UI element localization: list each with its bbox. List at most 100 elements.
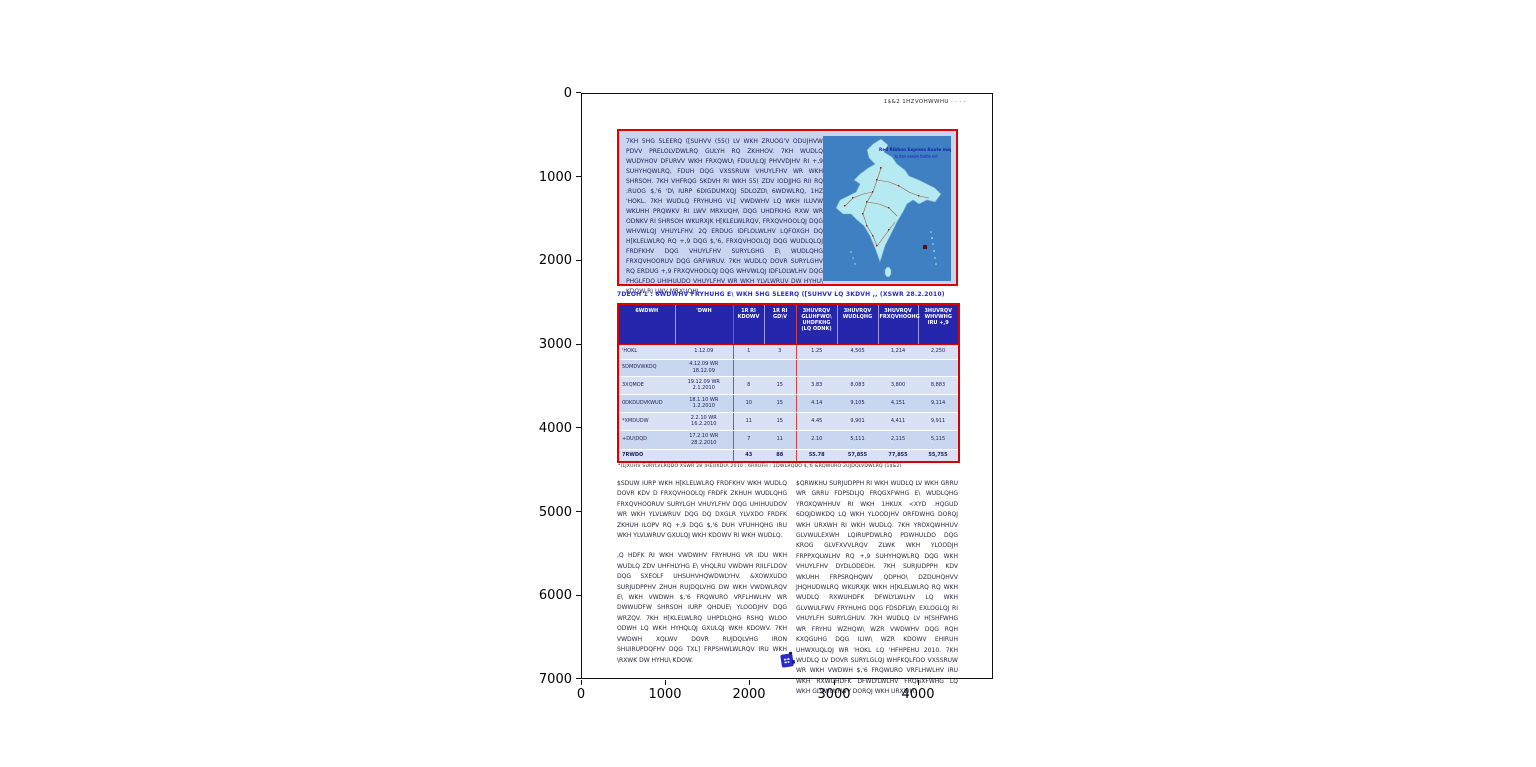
col-date: 'DWH	[674, 304, 733, 345]
y-tick-label: 5000	[538, 505, 572, 520]
legend-marker	[923, 245, 927, 249]
island-dots	[850, 231, 937, 265]
y-tick-mark	[576, 678, 581, 679]
y-tick-label: 1000	[538, 170, 572, 185]
cell-date: 18.1.10 WR 1.2.2010	[675, 394, 733, 413]
cell-tested: 8,883	[918, 376, 959, 395]
cell-trained: 4,505	[837, 344, 878, 360]
cell-tested: 5,115	[918, 430, 959, 450]
cell-tested	[918, 359, 959, 377]
table-caption: 7DEOH 1 : 6WDWHV FRYHUHG E\ WKH 5HG 5LEE…	[617, 291, 945, 298]
cell-reached: 3.83	[795, 376, 837, 395]
cell-tested: 9,114	[918, 394, 959, 413]
y-tick-mark	[576, 595, 581, 596]
cell-days: 15	[764, 394, 796, 413]
x-tick-mark	[749, 680, 750, 685]
cell-counselled: 4,151	[878, 394, 918, 413]
cell-date	[675, 448, 733, 463]
left-paragraph-1: $SDUW IURP WKH H[KLELWLRQ FRDFKHV WKH WU…	[617, 480, 787, 540]
route-lines	[844, 167, 930, 247]
y-tick-mark	[576, 260, 581, 261]
cell-date: 19.12.09 WR 2.1.2010	[675, 376, 733, 395]
cell-counselled	[878, 359, 918, 377]
col-counselled: 3HUVRQV FRXQVHOOHG	[877, 304, 920, 345]
x-tick-label: 3000	[817, 687, 851, 702]
table-row: +DU\DQD 17.2.10 WR 28.2.2010 7 11 2.10 5…	[618, 430, 959, 450]
cell-reached: 1.25	[795, 344, 837, 360]
cell-state: 'HOKL	[618, 344, 675, 360]
col-trained: 3HUVRQV WUDLQHG	[836, 304, 878, 345]
y-tick-mark	[576, 92, 581, 93]
table-row: *XMDUDW 2.2.10 WR 16.2.2010 11 15 4.45 9…	[618, 412, 959, 431]
cell-trained: 8,083	[837, 376, 878, 395]
india-landmass	[835, 138, 942, 263]
col-days: 1R RI GD\V	[763, 304, 796, 345]
table-row: 0DKDUDVKWUD 18.1.10 WR 1.2.2010 10 15 4.…	[618, 394, 959, 413]
y-tick-label: 6000	[538, 588, 572, 603]
cell-counselled: 77,855	[878, 448, 918, 463]
right-column: $QRWKHU SURJUDPPH RI WKH WUDLQ LV WKH GR…	[796, 479, 958, 698]
table-footnote: *)LJXUHV SURYLVLRQDO XSWR 28 )HEUXDU\ 20…	[618, 464, 902, 469]
x-tick-label: 2000	[732, 687, 766, 702]
map-subtitle: रेड रिबन एक्सप्रेस निर्धारित मार्ग	[894, 154, 939, 159]
cell-halts: 11	[732, 412, 764, 431]
cell-days: 15	[764, 376, 796, 395]
col-halts: 1R RI KDOWV	[732, 304, 764, 345]
india-map-image: Red Ribbon Express Route map रेड रिबन एक…	[823, 136, 953, 281]
intro-paragraph: 7KH 5HG 5LEERQ ([SUHVV (55() LV WKH ZRUO…	[626, 138, 823, 295]
cell-trained: 57,855	[837, 448, 878, 463]
y-tick-label: 0	[563, 86, 572, 101]
x-tick-mark	[834, 680, 835, 685]
cell-halts: 10	[732, 394, 764, 413]
table-total-row: 7RWDO 43 88 55.78 57,855 77,855 55,755	[618, 448, 959, 463]
cell-reached: 4.14	[795, 394, 837, 413]
cell-trained: 9,105	[837, 394, 878, 413]
page-header-text: 1$&2 1HZVOHWWHU · · · ·	[883, 99, 966, 105]
x-tick-mark	[665, 680, 666, 685]
india-route-map: Red Ribbon Express Route map रेड रिबन एक…	[823, 136, 953, 281]
col-state: 6WDWH	[618, 304, 675, 345]
cell-counselled: 4,411	[878, 412, 918, 431]
left-paragraph-2: ,Q HDFK RI WKH VWDWHV FRYHUHG VR IDU WKH…	[617, 552, 787, 664]
cell-date: 4.12.09 WR 18.12.09	[675, 359, 733, 377]
cell-halts: 7	[732, 430, 764, 450]
cell-state: +DU\DQD	[618, 430, 675, 450]
y-tick-label: 7000	[538, 672, 572, 687]
cell-tested: 55,755	[918, 448, 959, 463]
cell-halts: 43	[732, 448, 764, 463]
sri-lanka-shape	[884, 266, 892, 278]
intro-box: 7KH 5HG 5LEERQ ([SUHVV (55() LV WKH ZRUO…	[617, 129, 958, 295]
cell-days: 15	[764, 412, 796, 431]
cell-reached: 55.78	[795, 448, 837, 463]
x-tick-label: 1000	[648, 687, 682, 702]
x-tick-label: 0	[576, 687, 586, 702]
cell-days: 11	[764, 430, 796, 450]
map-title: Red Ribbon Express Route map	[879, 147, 951, 152]
cell-days: 88	[764, 448, 796, 463]
x-tick-mark	[918, 680, 919, 685]
cell-counselled: 2,115	[878, 430, 918, 450]
cell-counselled: 3,800	[878, 376, 918, 395]
table-row: 5DMDVWKDQ 4.12.09 WR 18.12.09	[618, 359, 959, 377]
cell-reached: 4.45	[795, 412, 837, 431]
cell-date: 2.2.10 WR 16.2.2010	[675, 412, 733, 431]
col-tested: 3HUVRQV WHVWHG IRU +,9	[917, 304, 959, 345]
y-tick-label: 4000	[538, 421, 572, 436]
col-reached: 3HUVRQV GLUHFWO\ UHDFKHG (LQ ODNK)	[795, 304, 837, 345]
right-paragraph: $QRWKHU SURJUDPPH RI WKH WUDLQ LV WKH GR…	[796, 480, 958, 696]
cell-date: 1.12.09	[675, 344, 733, 360]
cell-trained	[837, 359, 878, 377]
cell-trained: 9,901	[837, 412, 878, 431]
cell-days: 3	[764, 344, 796, 360]
states-table: 6WDWH 'DWH 1R RI KDOWV 1R RI GD\V 3HUVRQ…	[617, 303, 960, 463]
x-tick-label: 4000	[901, 687, 935, 702]
y-tick-mark	[576, 511, 581, 512]
cell-trained: 5,111	[837, 430, 878, 450]
table-row: 3XQMDE 19.12.09 WR 2.1.2010 8 15 3.83 8,…	[618, 376, 959, 395]
cell-counselled: 1,214	[878, 344, 918, 360]
cell-days	[764, 359, 796, 377]
cell-halts: 8	[732, 376, 764, 395]
cell-halts: 1	[732, 344, 764, 360]
y-tick-label: 2000	[538, 253, 572, 268]
